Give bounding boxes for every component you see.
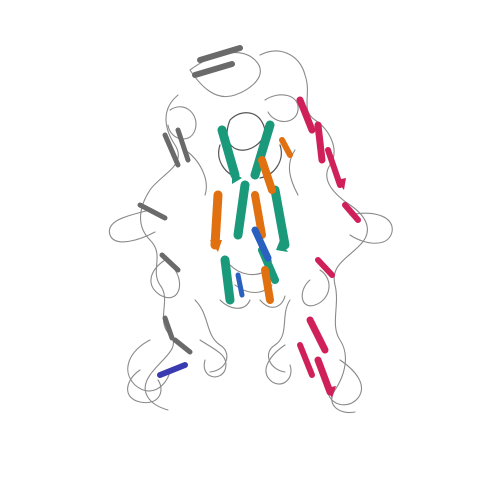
lower-left-indigo-strand — [160, 365, 185, 375]
central-green-strands — [222, 125, 285, 300]
left-gray-strands — [140, 48, 240, 352]
right-magenta-strands — [300, 100, 358, 392]
